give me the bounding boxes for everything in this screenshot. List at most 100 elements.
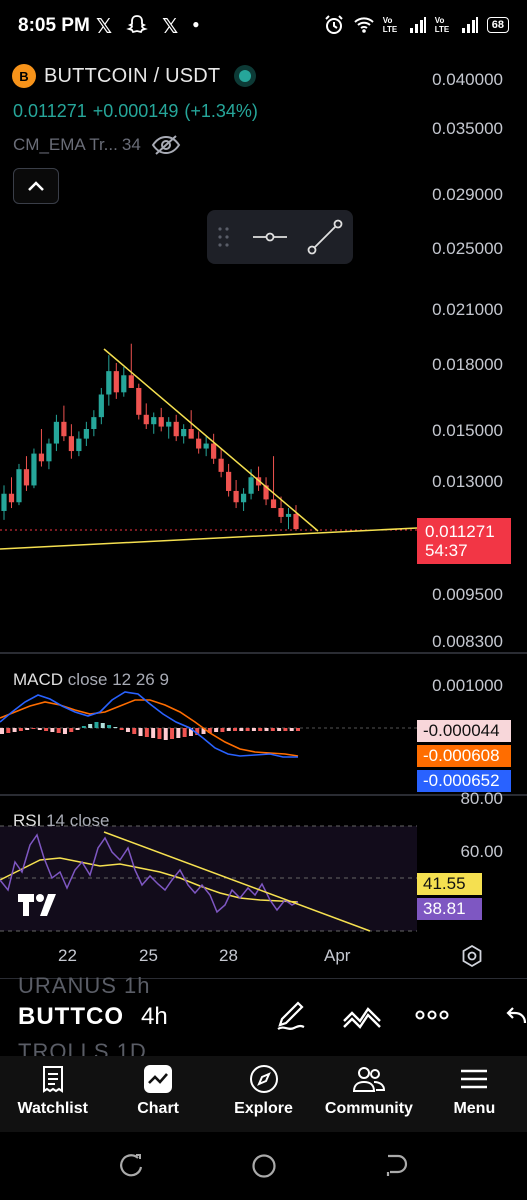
rsi-legend[interactable]: RSI 14 close — [13, 811, 109, 831]
status-bar: 8:05 PM 𝕏 𝕏 ● Vo LTE Vo LTE 68 — [0, 0, 527, 54]
price-axis-label[interactable]: 0.040000 — [432, 70, 503, 89]
macd-histogram-bar — [157, 728, 162, 739]
rsi-axis-label[interactable]: 60.00 — [460, 842, 503, 861]
eye-hidden-icon[interactable] — [151, 134, 181, 156]
macd-histogram-bar — [289, 728, 294, 731]
macd-params: close 12 26 9 — [67, 670, 169, 689]
symbol-picker-current[interactable]: BUTTCO — [18, 1003, 124, 1030]
rsi-ma-line — [0, 857, 299, 903]
macd-histogram-bar — [220, 728, 225, 732]
time-axis-label[interactable]: Apr — [324, 946, 351, 965]
price-axis-label[interactable]: 0.035000 — [432, 119, 503, 138]
indicator-name[interactable]: CM_EMA Tr... — [13, 135, 118, 154]
candle-body — [188, 429, 194, 439]
drawing-toolbar[interactable] — [207, 210, 353, 264]
macd-histogram-bar — [88, 724, 93, 728]
rsi-label[interactable]: RSI — [13, 811, 42, 830]
macd-legend[interactable]: MACD close 12 26 9 — [13, 670, 169, 690]
rsi-params: 14 close — [46, 811, 110, 830]
candle-body — [293, 513, 299, 530]
candle-body — [248, 477, 254, 494]
drawing-tool-icon[interactable] — [274, 997, 308, 1033]
macd-histogram-bar — [176, 728, 181, 738]
chevron-up-icon — [28, 181, 44, 191]
macd-histogram-bar — [113, 727, 118, 728]
trendline-tool-icon[interactable] — [307, 219, 343, 255]
price-axis-label[interactable]: 0.021000 — [432, 300, 503, 319]
home-icon[interactable] — [250, 1152, 278, 1180]
volte-icon: Vo LTE — [434, 16, 450, 34]
macd-histogram-bar — [144, 728, 149, 737]
menu-icon — [461, 1069, 488, 1089]
price-axis-label[interactable]: 0.015000 — [432, 421, 503, 440]
drag-handle-icon[interactable] — [217, 226, 231, 248]
price-axis-label[interactable]: 0.008300 — [432, 632, 503, 651]
candle-body — [121, 375, 127, 393]
horizontal-line-tool-icon[interactable] — [253, 227, 287, 247]
time-axis-label[interactable]: 22 — [58, 946, 77, 965]
candle-body — [23, 469, 30, 486]
macd-histogram-bar — [56, 728, 61, 733]
nav-watchlist[interactable]: Watchlist — [0, 1056, 105, 1132]
rsi-axis-label[interactable]: 80.00 — [460, 789, 503, 808]
rsi-line — [0, 833, 299, 914]
indicator-legend[interactable]: CM_EMA Tr... 34 — [13, 134, 181, 156]
volte-icon: Vo LTE — [382, 16, 398, 34]
nav-explore[interactable]: Explore — [211, 1056, 316, 1132]
nav-chart[interactable]: Chart — [105, 1056, 210, 1132]
signal-icon — [461, 17, 478, 33]
x-icon: 𝕏 — [96, 16, 113, 38]
time-axis-label[interactable]: 28 — [219, 946, 238, 965]
undo-icon[interactable] — [505, 997, 527, 1033]
price-axis-label[interactable]: 0.025000 — [432, 239, 503, 258]
symbol-picker-prev[interactable]: URANUS 1h — [18, 973, 151, 998]
last-price-tag: 0.011271 54:37 — [417, 518, 511, 564]
candle-body — [196, 438, 202, 449]
candle-body — [106, 371, 112, 395]
price-axis-label[interactable]: 0.029000 — [432, 185, 503, 204]
market-status-icon[interactable] — [234, 65, 257, 87]
nav-menu[interactable]: Menu — [422, 1056, 527, 1132]
candle-body — [46, 443, 52, 462]
trend-tool-icon[interactable] — [342, 997, 382, 1033]
recent-apps-icon[interactable] — [118, 1152, 146, 1180]
nav-community[interactable]: Community — [316, 1056, 421, 1132]
chart-area[interactable] — [0, 54, 527, 979]
macd-axis-label[interactable]: 0.001000 — [432, 676, 503, 695]
symbol-header[interactable]: B BUTTCOIN / USDT — [12, 64, 257, 88]
candle-countdown: 54:37 — [425, 541, 468, 560]
collapse-legend-button[interactable] — [13, 168, 59, 204]
candle-body — [83, 429, 89, 439]
macd-histogram-bar — [37, 728, 42, 730]
macd-label[interactable]: MACD — [13, 670, 64, 689]
dot-icon: ● — [192, 17, 200, 31]
macd-histogram-bar — [94, 722, 99, 728]
rsi-trendline[interactable] — [103, 831, 371, 932]
rsi-value-tag: 38.81 — [417, 898, 482, 920]
price-axis-label[interactable]: 0.018000 — [432, 355, 503, 374]
chart-canvas[interactable] — [0, 54, 527, 979]
resistance-trendline[interactable] — [103, 348, 319, 532]
price-axis-label[interactable]: 0.009500 — [432, 585, 503, 604]
macd-histogram-bar — [69, 728, 74, 732]
candle-body — [61, 421, 67, 437]
time-axis-label[interactable]: 25 — [139, 946, 158, 965]
more-options-icon[interactable] — [415, 997, 449, 1033]
price-axis-label[interactable]: 0.013000 — [432, 472, 503, 491]
candle-body — [76, 438, 82, 452]
candle-body — [16, 469, 22, 503]
interval-picker-current[interactable]: 4h — [141, 1003, 168, 1030]
candle-body — [270, 499, 277, 509]
back-icon[interactable] — [382, 1152, 410, 1180]
candle-body — [240, 493, 247, 503]
notification-icons: 𝕏 𝕏 ● — [96, 14, 200, 39]
candle-body — [91, 417, 97, 429]
support-trendline[interactable] — [0, 527, 418, 550]
candle-body — [98, 394, 104, 418]
symbol-interval-bar[interactable]: URANUS 1h BUTTCO 4h TROLLS 1D — [0, 973, 527, 1064]
symbol-title[interactable]: BUTTCOIN / USDT — [44, 64, 221, 87]
candle-body — [31, 453, 37, 486]
snapchat-icon — [126, 15, 148, 34]
nav-label: Chart — [137, 1100, 179, 1117]
chart-settings-icon[interactable] — [460, 944, 484, 968]
